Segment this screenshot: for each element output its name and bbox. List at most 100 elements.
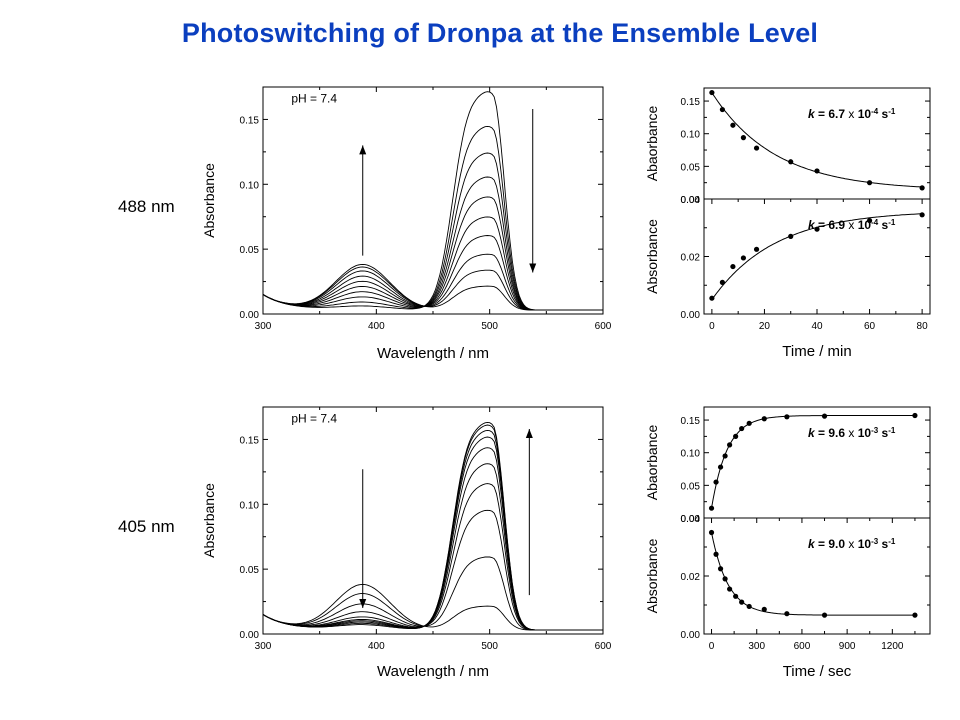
data-point [708,529,715,536]
x-tick-label: 40 [811,321,823,332]
y-tick-label: 0.00 [681,195,701,206]
data-point [761,416,767,422]
x-tick-label: 300 [255,641,272,652]
rate-unit: s [878,537,888,551]
y-axis-label: Absorbance [644,219,660,294]
rate-k: k [808,426,816,440]
data-point [733,433,739,439]
panel-k405bot: 0.00 0.02 0.04 0 300 600 900 1200 Absorbance Time… [644,514,931,680]
ph-annotation: pH = 7.4 [291,412,337,426]
rate-uexp: -1 [888,107,896,116]
data-point [717,464,724,470]
rate-ten: 10 [858,107,872,121]
data-point [713,479,719,485]
data-point [919,185,925,191]
data-point [912,612,918,618]
plot-frame [262,406,604,635]
data-point [739,425,745,432]
data-point [722,453,728,459]
rate-uexp: -1 [888,537,896,546]
x-tick-label: 0 [709,321,715,332]
y-tick-label: 0.15 [240,435,260,446]
y-tick-label: 0.04 [681,195,701,206]
spectrum-line [262,421,603,631]
fit-curve [711,532,915,616]
x-axis-label: Wavelength / nm [377,345,489,362]
y-tick-label: 0.00 [681,630,701,641]
y-tick-label: 0.05 [681,481,701,492]
trend-arrow-head [359,599,367,609]
plot-frame [703,87,931,200]
x-tick-label: 1200 [881,641,904,652]
trend-arrow-head [529,263,537,273]
y-tick-label: 0.00 [681,514,701,525]
x-tick-label: 80 [917,321,929,332]
ph-annotation: pH = 7.4 [291,92,337,106]
rate-ten: 10 [858,218,872,232]
data-point [753,246,760,252]
data-point [919,212,925,218]
rate-ten: 10 [858,426,872,440]
rate-ten: 10 [858,537,872,551]
data-point [733,593,739,599]
y-tick-label: 0.05 [240,245,260,256]
row-label-405: 405 nm [118,517,175,536]
plot-frame [703,517,931,635]
rate-annotation: k = 6.7 x 10-4 s-1 [808,107,896,122]
rate-unit: s [878,426,888,440]
rate-k: k [808,218,816,232]
data-point [746,420,752,426]
data-point [866,180,873,186]
rate-x: x [845,107,858,121]
y-tick-label: 0.10 [681,449,701,460]
y-axis-label: Absorbance [644,538,660,613]
spectrum-line [262,583,603,631]
data-point [746,603,752,610]
x-tick-label: 60 [864,321,876,332]
data-point [788,159,794,165]
rate-uexp: -1 [888,426,896,435]
spectrum-line [262,125,603,311]
x-tick-label: 300 [255,321,272,332]
rate-annotation: k = 9.0 x 10-3 s-1 [808,537,896,552]
rate-exp: -3 [871,426,879,435]
y-tick-label: 0.02 [681,253,701,264]
y-tick-label: 0.15 [240,115,260,126]
spectrum-line [262,196,603,311]
x-tick-label: 600 [595,641,612,652]
data-point [740,255,747,261]
panel-k488top: 0.00 0.05 0.10 0.15 Abaorbance k = 6.7 x 10-4… [644,87,931,206]
y-tick-label: 0.15 [681,97,701,108]
y-axis-label: Absorbance [201,163,217,238]
data-point [753,145,760,151]
spectrum-line [262,483,603,631]
data-point [821,413,828,419]
rate-exp: -4 [871,107,879,116]
plot-frame [703,406,931,519]
spectrum-line [262,429,603,631]
data-point [784,611,790,617]
data-point [719,106,725,113]
data-point [866,217,873,224]
panel-spec405: 0.00 0.05 0.10 0.15 300 400 500 600 Absorbance Wa… [201,406,612,680]
y-tick-label: 0.10 [240,180,260,191]
spectrum-line [262,176,603,311]
rate-eq: = 6.7 [815,107,846,121]
rate-annotation: k = 6.9 x 10-4 s-1 [808,218,896,233]
data-point [727,586,733,592]
x-tick-label: 600 [595,321,612,332]
y-tick-label: 0.05 [240,565,260,576]
data-point [740,135,747,141]
plot-frame [262,86,604,315]
x-axis-label: Time / sec [783,663,852,680]
data-point [739,599,745,605]
y-tick-label: 0.15 [681,416,701,427]
x-axis-label: Wavelength / nm [377,663,489,680]
data-point [708,505,715,511]
spectrum-line [262,463,603,631]
plot-frame [703,198,931,315]
data-point [821,612,828,618]
data-point [727,442,733,448]
